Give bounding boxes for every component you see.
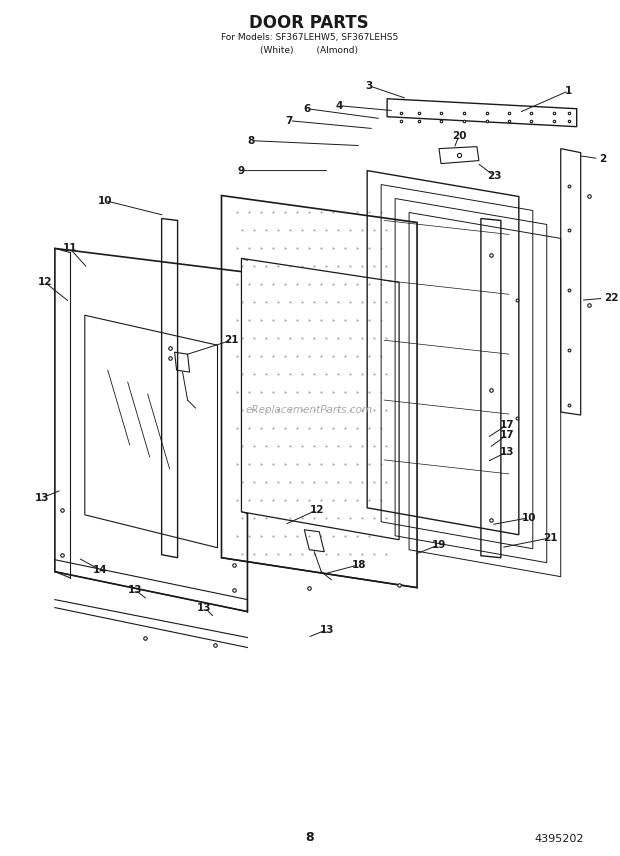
Text: 19: 19 <box>432 540 446 550</box>
Text: 3: 3 <box>366 80 373 91</box>
Text: 13: 13 <box>197 603 212 613</box>
Text: 20: 20 <box>452 131 466 140</box>
Text: 8: 8 <box>248 135 255 146</box>
Text: 17: 17 <box>500 430 514 440</box>
Text: 12: 12 <box>310 505 324 514</box>
Text: DOOR PARTS: DOOR PARTS <box>249 14 369 32</box>
Text: 17: 17 <box>500 420 514 430</box>
Text: 23: 23 <box>487 170 501 181</box>
Text: 8: 8 <box>305 830 314 843</box>
Text: 13: 13 <box>35 493 49 502</box>
Text: 21: 21 <box>224 336 239 345</box>
Polygon shape <box>241 259 399 540</box>
Text: eReplacementParts.com: eReplacementParts.com <box>246 405 373 415</box>
Text: 10: 10 <box>521 513 536 523</box>
Text: 7: 7 <box>286 116 293 126</box>
Text: 9: 9 <box>238 165 245 175</box>
Text: 13: 13 <box>500 447 514 457</box>
Text: (White)        (Almond): (White) (Almond) <box>260 46 358 56</box>
Text: 14: 14 <box>92 565 107 574</box>
Text: 12: 12 <box>38 277 52 288</box>
Text: 21: 21 <box>544 532 558 543</box>
Text: 4: 4 <box>335 101 343 110</box>
Text: 4395202: 4395202 <box>534 834 583 844</box>
Text: 1: 1 <box>565 86 572 96</box>
Text: For Models: SF367LEHW5, SF367LEHS5: For Models: SF367LEHW5, SF367LEHS5 <box>221 33 398 43</box>
Text: 13: 13 <box>128 585 142 595</box>
Text: 2: 2 <box>599 153 606 163</box>
Text: 18: 18 <box>352 560 366 570</box>
Text: 11: 11 <box>63 243 77 253</box>
Text: 6: 6 <box>304 104 311 114</box>
Text: 22: 22 <box>604 294 618 303</box>
Text: 13: 13 <box>320 625 335 634</box>
Text: 10: 10 <box>97 195 112 205</box>
